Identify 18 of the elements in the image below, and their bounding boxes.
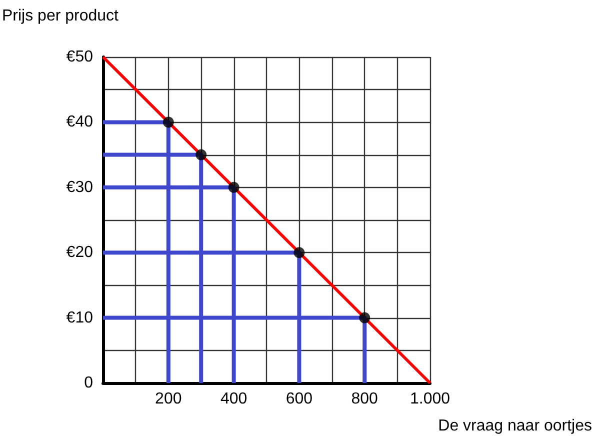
point bbox=[359, 312, 370, 324]
point bbox=[228, 182, 240, 193]
x-tick-label: 400 bbox=[220, 390, 248, 408]
x-axis-title: De vraag naar oortjes bbox=[438, 418, 592, 434]
y-tick-label: €50 bbox=[66, 48, 94, 66]
point bbox=[196, 149, 207, 160]
x-tick-label: 1.000 bbox=[410, 390, 450, 408]
y-tick-label: €20 bbox=[66, 244, 94, 262]
point bbox=[162, 116, 174, 128]
x-tick-label: 200 bbox=[155, 390, 182, 408]
y-tick-label: 0 bbox=[84, 374, 94, 392]
y-tick-label: €30 bbox=[66, 178, 94, 196]
x-tick-label: 800 bbox=[351, 390, 378, 408]
x-tick-label: 600 bbox=[286, 390, 313, 408]
point bbox=[294, 247, 305, 258]
y-axis-title: Prijs per product bbox=[2, 8, 120, 24]
y-tick-label: €40 bbox=[66, 114, 94, 131]
y-tick-label: €10 bbox=[66, 309, 94, 326]
